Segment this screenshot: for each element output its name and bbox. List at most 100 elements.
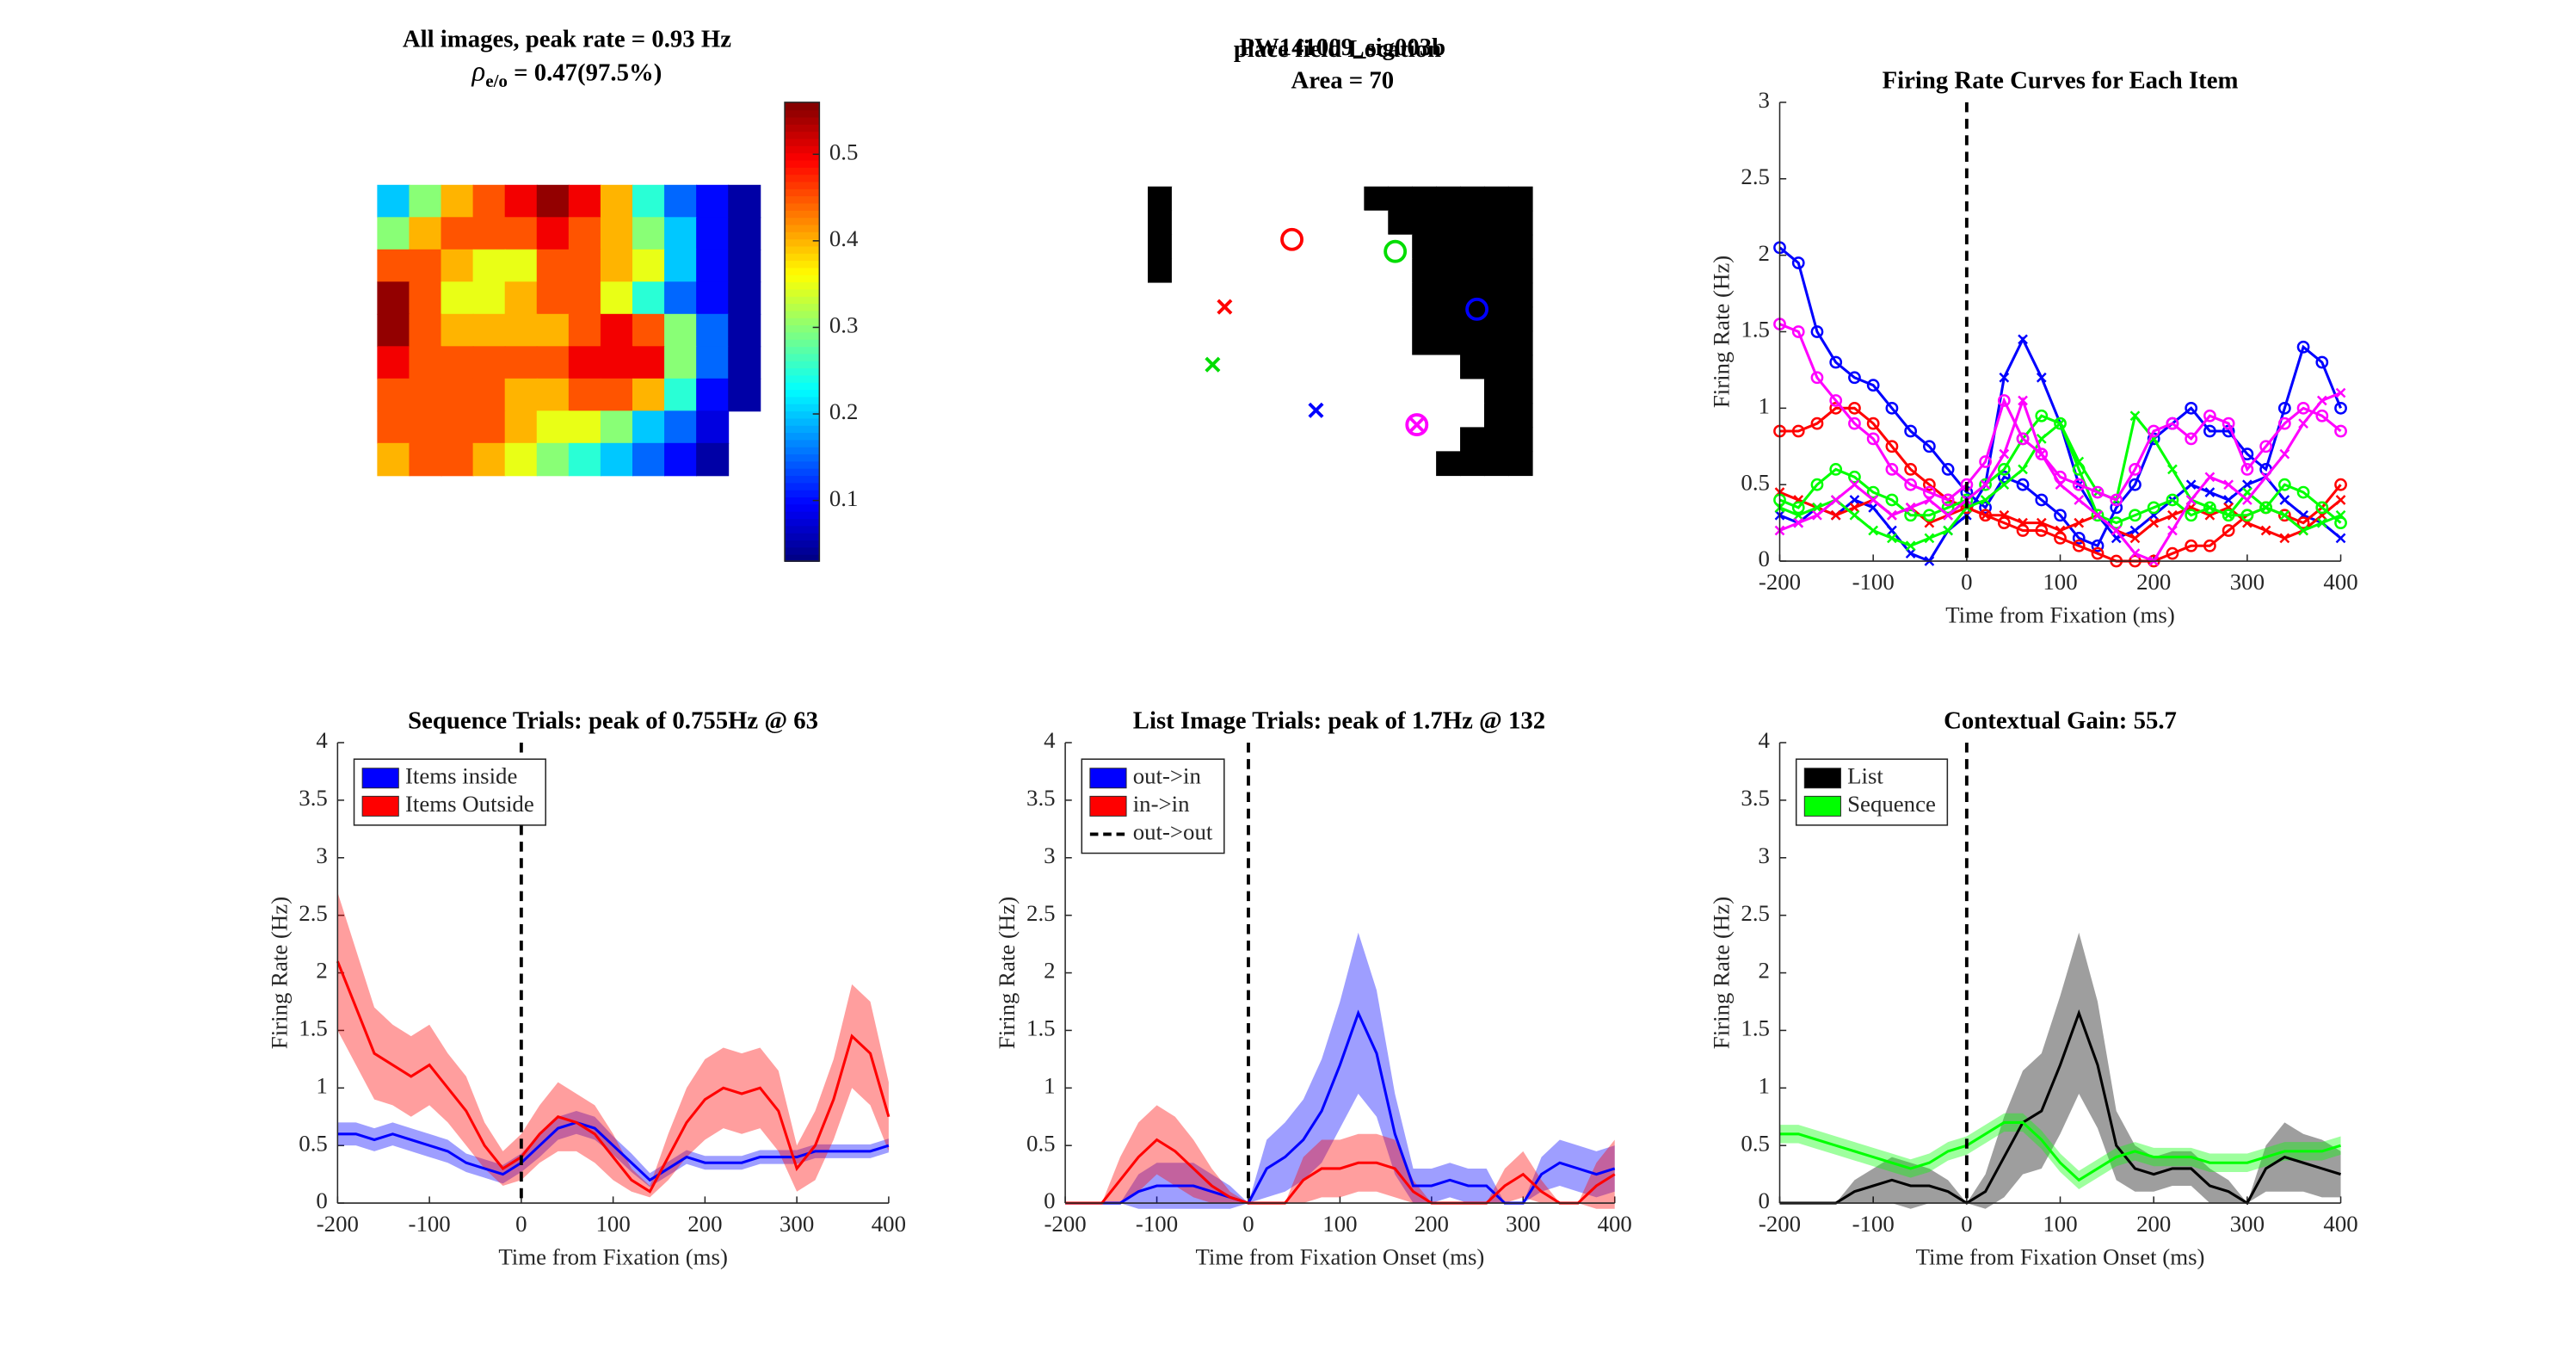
- colorbar-step: [785, 446, 820, 455]
- marker-circle: [2185, 432, 2198, 446]
- marker-cross: [2074, 495, 2085, 505]
- marker-cross: [1830, 509, 1841, 521]
- colorbar-step: [785, 324, 820, 333]
- marker-cross: [2316, 395, 2327, 406]
- marker-circle: [1866, 432, 1880, 446]
- marker-circle: [2277, 416, 2291, 430]
- heat-cell: [728, 217, 761, 250]
- heat-cell: [664, 346, 698, 379]
- chart-title: List Image Trials: peak of 1.7Hz @ 132: [1133, 707, 1545, 735]
- marker-circle: [1885, 493, 1899, 507]
- colorbar-step: [785, 381, 820, 391]
- mask-cell: [1171, 186, 1197, 212]
- mask-cell: [1195, 403, 1221, 429]
- mask-cell: [1243, 403, 1269, 429]
- marker-circle: [2296, 401, 2310, 415]
- marker-cross: [1793, 509, 1804, 521]
- mask-cell: [1219, 234, 1245, 260]
- marker-circle: [1810, 371, 1824, 385]
- colorbar-step: [785, 338, 820, 348]
- heat-cell: [568, 281, 601, 315]
- heat-cell: [600, 442, 633, 477]
- mask-cell: [1507, 186, 1533, 212]
- mask-cell: [1340, 427, 1365, 453]
- mask-cell: [1147, 355, 1173, 380]
- y-tick-label: 4: [1759, 727, 1770, 753]
- marker-circle: [1922, 485, 1936, 499]
- mask-cell: [1483, 258, 1509, 284]
- x-axis-label: Time from Fixation (ms): [1945, 602, 2175, 627]
- marker-circle: [2016, 432, 2030, 446]
- colorbar-tick-label: 0.5: [829, 139, 859, 164]
- mask-cell: [1267, 186, 1293, 212]
- marker-circle: [1904, 463, 1918, 476]
- chart-title: Firing Rate Curves for Each Item: [1883, 66, 2239, 94]
- colorbar-step: [785, 518, 820, 527]
- mask-cell: [1171, 258, 1197, 284]
- legend-label: Items Outside: [405, 791, 534, 817]
- mask-cell: [1364, 306, 1390, 332]
- colorbar-step: [785, 424, 820, 434]
- marker-circle: [1885, 463, 1899, 476]
- chart-title: PW141009_sig003b: [1239, 34, 1445, 61]
- marker-circle: [2035, 524, 2049, 537]
- mask-cell: [1436, 451, 1461, 477]
- heat-cell: [728, 184, 761, 219]
- marker-cross: [2129, 548, 2141, 559]
- mask-cell: [1316, 427, 1341, 453]
- mask-cell: [1316, 451, 1341, 477]
- x-tick-label: 300: [1506, 1211, 1540, 1237]
- mask-cell: [1483, 330, 1509, 356]
- mask-cell: [1267, 258, 1293, 284]
- heat-cell: [568, 346, 601, 379]
- mask-cell: [1340, 234, 1365, 260]
- mask-cell: [1483, 234, 1509, 260]
- heat-cell: [409, 378, 442, 412]
- mask-cell: [1412, 210, 1437, 236]
- marker-circle: [1810, 325, 1824, 338]
- mask-cell: [1436, 210, 1461, 236]
- marker-circle: [2334, 424, 2347, 438]
- marker-circle: [2315, 501, 2329, 515]
- marker-circle: [1791, 501, 1805, 515]
- marker-circle: [2277, 509, 2291, 522]
- y-tick-label: 1.5: [299, 1015, 328, 1041]
- heat-cell: [600, 184, 633, 219]
- marker-cross: [2036, 434, 2047, 444]
- heat-cell: [504, 281, 538, 315]
- marker-circle: [2110, 516, 2123, 530]
- series-line: [1065, 1138, 1616, 1205]
- marker-cross: [2036, 517, 2047, 528]
- marker-cross: [2129, 525, 2141, 536]
- marker-circle: [2054, 509, 2067, 522]
- heat-cell: [536, 313, 570, 348]
- marker-cross: [2074, 456, 2085, 467]
- mask-cell: [1507, 234, 1533, 260]
- colorbar-step: [785, 288, 820, 297]
- y-tick-label: 3: [1759, 87, 1770, 113]
- heat-cell: [441, 346, 474, 379]
- mask-cell: [1507, 379, 1533, 404]
- heat-cell: [409, 184, 442, 219]
- mask-cell: [1291, 330, 1317, 356]
- marker-circle: [1922, 509, 1936, 522]
- heat-cell: [409, 346, 442, 379]
- marker-cross: [2167, 525, 2178, 536]
- marker-cross: [1905, 540, 1916, 552]
- x-tick-label: 100: [1322, 1211, 1357, 1237]
- colorbar-step: [785, 317, 820, 326]
- heat-cell: [664, 281, 698, 315]
- mask-cell: [1364, 282, 1390, 308]
- marker-cross: [1793, 517, 1804, 528]
- marker-circle: [2016, 524, 2030, 537]
- mask-cell: [1364, 258, 1390, 284]
- marker-circle: [1829, 463, 1843, 476]
- marker-circle: [1997, 394, 2011, 407]
- marker-circle: [2315, 355, 2329, 369]
- mask-cell: [1460, 186, 1485, 212]
- colorbar-step: [785, 138, 820, 146]
- marker-circle: [2203, 539, 2216, 552]
- marker-cross: [1980, 509, 1991, 521]
- marker-circle: [1979, 478, 1992, 491]
- x-tick-label: 0: [1961, 569, 1972, 595]
